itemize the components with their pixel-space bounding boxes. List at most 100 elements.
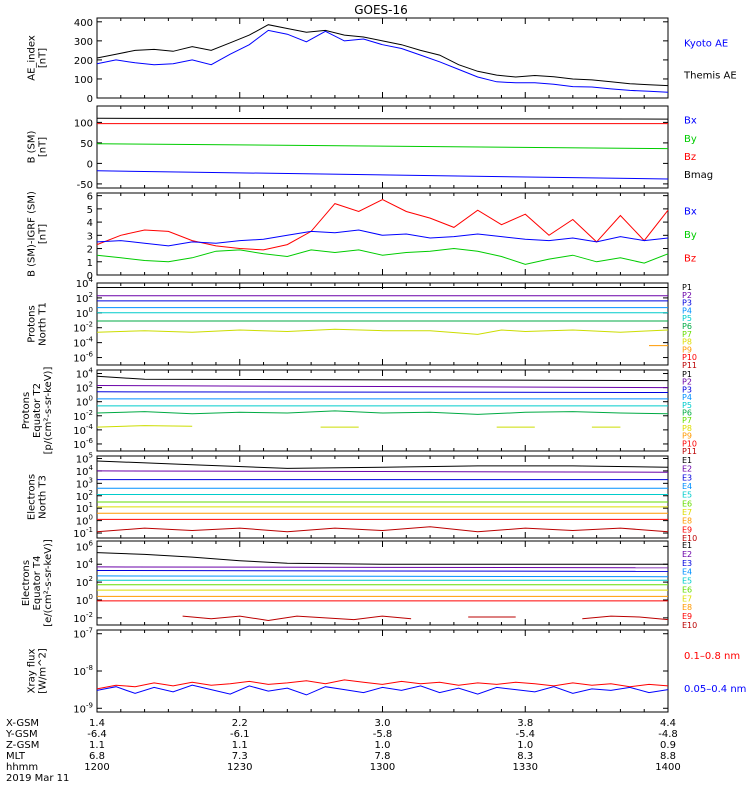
y-axis-label: [W/m^2]	[38, 648, 49, 694]
y-tick-label: 100	[76, 395, 93, 409]
x-axis-row-label: MLT	[6, 751, 26, 762]
x-axis-value: 0.9	[660, 740, 676, 751]
x-axis-value: 3.0	[375, 718, 391, 729]
y-tick-label: 10-7	[73, 627, 93, 641]
legend-item-E4: E4	[682, 568, 692, 577]
series-line-Bx	[96, 170, 669, 180]
x-axis-ephemeris: X-GSMY-GSMZ-GSMMLThhmm1.4-6.41.16.812002…	[5, 718, 681, 784]
series-line-E2	[96, 470, 669, 473]
legend-item-P4: P4	[682, 393, 692, 402]
legend-item-E3: E3	[682, 473, 692, 482]
series-line-E3	[96, 570, 669, 572]
y-tick-label: 10-9	[73, 701, 93, 715]
legend-item-Bx: Bx	[684, 116, 697, 127]
y-tick-label: -50	[77, 180, 93, 191]
series-line-By	[96, 247, 669, 265]
y-axis-label: B (SM)-IGRF (SM)	[27, 191, 38, 277]
x-axis-value: 1.1	[232, 740, 248, 751]
y-axis-label: North T3	[38, 475, 49, 519]
y-axis-label: Electrons	[27, 474, 38, 520]
legend-item-By: By	[684, 230, 697, 241]
legend-item-Themis AE: Themis AE	[683, 71, 737, 82]
y-tick-label: 101	[76, 501, 93, 515]
legend-item-Kyoto AE: Kyoto AE	[684, 39, 728, 50]
y-axis-label: [p/(cm²-s-sr-keV)]	[43, 367, 54, 455]
y-tick-label: 0	[87, 159, 93, 170]
y-tick-label: 102	[76, 575, 93, 589]
series-line-By	[96, 143, 669, 150]
y-tick-label: 10-8	[73, 664, 93, 678]
x-axis-value: 8.8	[660, 751, 676, 762]
legend-item-P8: P8	[682, 424, 692, 433]
legend-item-Bx: Bx	[684, 207, 697, 218]
legend-item-P7: P7	[682, 330, 692, 339]
legend-item-E6: E6	[682, 499, 692, 508]
y-tick-label: 10-2	[73, 611, 93, 625]
legend-item-P6: P6	[682, 322, 692, 331]
legend-item-P7: P7	[682, 416, 692, 425]
x-axis-value: 6.8	[89, 751, 105, 762]
x-axis-value: -6.4	[87, 729, 107, 740]
y-axis-label: Xray flux	[27, 649, 38, 694]
series-line-E4	[96, 575, 669, 578]
x-axis-value: 7.8	[375, 751, 391, 762]
legend-item-P2: P2	[682, 378, 692, 387]
y-tick-label: 2	[87, 245, 93, 256]
y-tick-label: 102	[76, 489, 93, 503]
x-axis-value: -5.4	[515, 729, 535, 740]
y-tick-label: 102	[76, 291, 93, 305]
series-line-P7	[96, 328, 669, 335]
x-axis-row-label: Z-GSM	[6, 740, 39, 751]
y-tick-label: 6	[87, 192, 93, 203]
y-tick-label: 104	[76, 367, 94, 381]
y-tick-label: 4	[87, 218, 93, 229]
legend-item-E6: E6	[682, 585, 692, 594]
legend-item-E10: E10	[682, 534, 697, 543]
y-axis-label: Equator T2	[32, 383, 43, 438]
x-axis-row-label: hhmm	[6, 762, 38, 773]
panel-frame	[96, 455, 669, 539]
legend-item-P1: P1	[682, 370, 692, 379]
legend-item-P1: P1	[682, 283, 692, 292]
legend-item-E4: E4	[682, 482, 692, 491]
y-tick-label: 106	[76, 539, 94, 553]
legend-item-E9: E9	[682, 612, 692, 621]
legend-item-P11: P11	[682, 361, 697, 370]
x-axis-value: 1.0	[375, 740, 391, 751]
x-axis-value: 7.3	[232, 751, 248, 762]
legend-item-Bz: Bz	[684, 254, 696, 265]
y-tick-label: 100	[76, 514, 93, 528]
panel-frame	[96, 369, 669, 452]
legend-item-By: By	[684, 134, 697, 145]
panel-8: 10-9 10-8 10-7 Xray flux [W/m^2] 0.1–0.8 nm 0.…	[27, 627, 747, 716]
series-line-Kyoto AE	[96, 29, 669, 93]
legend-item-P11: P11	[682, 447, 697, 456]
y-tick-label: 104	[76, 276, 94, 290]
series-line-0.1–0.8 nm	[96, 679, 669, 690]
legend-item-E9: E9	[682, 525, 692, 534]
x-axis-value: -6.1	[230, 729, 250, 740]
y-tick-label: 3	[87, 231, 93, 242]
y-axis-label: [nT]	[38, 137, 49, 157]
legend-item-E7: E7	[682, 594, 692, 603]
y-tick-label: 400	[74, 18, 93, 29]
x-axis-value: 1230	[227, 762, 252, 773]
legend-item-E1: E1	[682, 456, 692, 465]
x-axis-value: 1300	[370, 762, 395, 773]
x-axis-value: -5.8	[373, 729, 393, 740]
legend-item-E2: E2	[682, 550, 692, 559]
x-axis-value: 1400	[655, 762, 680, 773]
legend-item-E8: E8	[682, 517, 692, 526]
series-line-0.05–0.4 nm	[96, 684, 669, 696]
series-line-Themis AE	[96, 24, 669, 87]
y-tick-label: 100	[74, 118, 93, 129]
panel-frame	[96, 629, 669, 713]
y-axis-label: Protons	[21, 392, 32, 429]
legend-item-0.1–0.8 nm: 0.1–0.8 nm	[684, 651, 740, 662]
y-axis-label: B (SM)	[27, 130, 38, 163]
y-tick-label: 100	[76, 593, 93, 607]
y-tick-label: 300	[74, 37, 93, 48]
y-axis-label: [nT]	[38, 224, 49, 244]
